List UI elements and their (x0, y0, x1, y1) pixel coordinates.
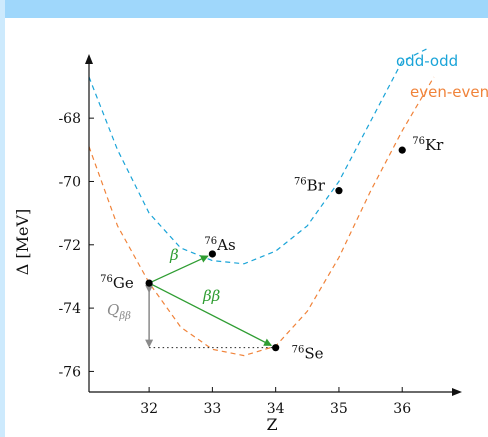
y-tick-label: -74 (58, 301, 81, 317)
y-tick-label: -68 (58, 111, 81, 127)
point-as (208, 250, 216, 258)
double-beta-label: ββ (202, 287, 221, 305)
series-label-even-even: even-even (410, 83, 488, 101)
q-value-label: Qββ (107, 301, 131, 322)
x-tick-label: 32 (140, 401, 158, 417)
odd-odd-curve (89, 47, 428, 265)
label-se: 76Se (292, 345, 324, 363)
double-beta-decay-arrow (148, 282, 273, 346)
label-as: 76As (204, 236, 235, 254)
x-tick-label: 33 (203, 401, 221, 417)
window-side-strip (0, 0, 5, 437)
y-tick-label: -72 (58, 238, 81, 254)
y-tick-label: -76 (58, 364, 81, 380)
x-tick-label: 34 (267, 401, 285, 417)
beta-label: β (169, 246, 179, 264)
x-axis-arrowhead (452, 388, 462, 396)
point-se (272, 344, 280, 352)
series-label-odd-odd: odd-odd (396, 52, 458, 70)
x-tick-label: 35 (330, 401, 348, 417)
point-br (335, 187, 343, 195)
point-ge (145, 279, 153, 287)
x-tick-label: 36 (393, 401, 411, 417)
y-axis-title: Δ [MeV] (13, 209, 32, 276)
window-top-bar (0, 0, 488, 18)
label-kr: 76Kr (412, 136, 444, 154)
label-ge: 76Ge (100, 274, 134, 292)
point-kr (398, 146, 406, 154)
even-even-curve (89, 76, 435, 357)
y-axis-arrowhead (85, 54, 93, 64)
x-axis-title: Z (266, 415, 277, 434)
beta-decay-arrow (148, 255, 209, 284)
label-br: 76Br (294, 177, 326, 195)
y-tick-label: -70 (58, 174, 81, 190)
